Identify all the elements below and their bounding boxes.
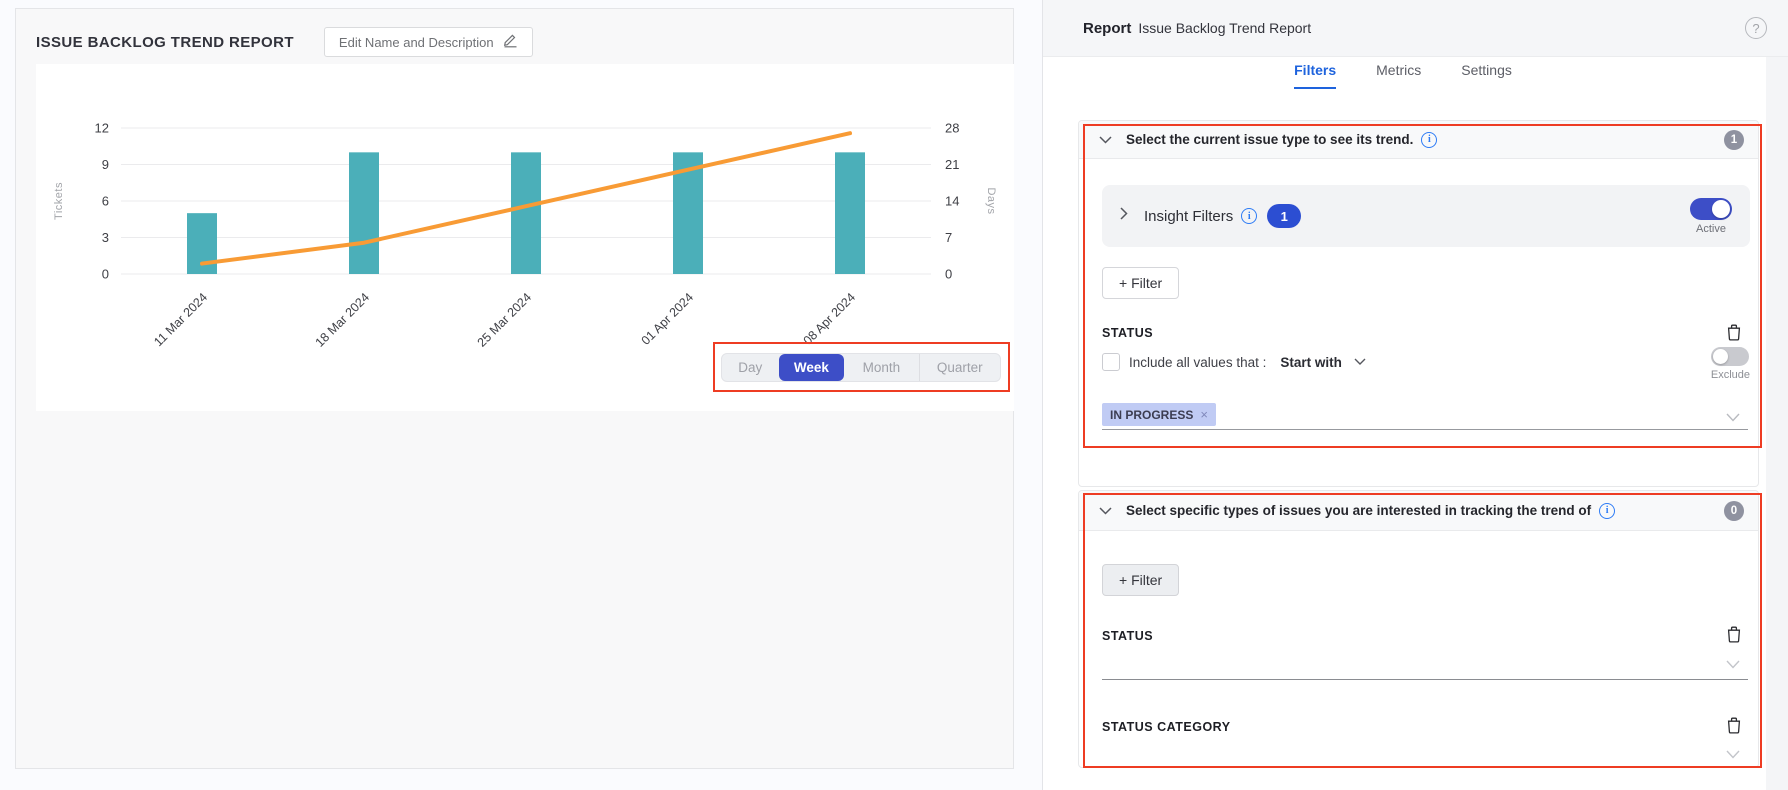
report-card: ISSUE BACKLOG TREND REPORT Edit Name and…: [15, 8, 1014, 769]
tab-settings[interactable]: Settings: [1461, 62, 1512, 78]
tab-metrics[interactable]: Metrics: [1376, 62, 1422, 78]
help-icon[interactable]: [1745, 17, 1767, 39]
operator-value[interactable]: Start with: [1280, 354, 1342, 370]
operator-chevron-down-icon[interactable]: [1354, 353, 1366, 371]
section-1-title: Select the current issue type to see its…: [1126, 132, 1414, 147]
svg-text:0: 0: [102, 267, 109, 282]
svg-text:Tickets: Tickets: [53, 182, 65, 220]
svg-text:6: 6: [102, 194, 109, 209]
insight-filters-count-badge: 1: [1267, 204, 1302, 228]
page-title: ISSUE BACKLOG TREND REPORT: [36, 33, 294, 51]
chip-close-icon[interactable]: [1200, 407, 1208, 422]
include-all-values-label: Include all values that :: [1129, 354, 1267, 370]
svg-text:25 Mar 2024: 25 Mar 2024: [475, 290, 535, 350]
status-category-field-label: STATUS CATEGORY: [1102, 720, 1231, 734]
status-category-select-chevron-down-icon[interactable]: [1726, 746, 1740, 764]
period-option-month[interactable]: Month: [862, 360, 901, 375]
exclude-toggle[interactable]: [1711, 347, 1750, 366]
add-filter-button[interactable]: + Filter: [1102, 267, 1180, 299]
svg-text:3: 3: [102, 230, 109, 245]
status-select-underline: [1102, 679, 1748, 680]
chevron-down-icon[interactable]: [1099, 502, 1112, 520]
panel-header-report-name: Issue Backlog Trend Report: [1138, 20, 1312, 36]
trend-chart: 0 0 3 7 6 14 9 21 12 28 11 Mar 2024 18 Mar 2024 25 M…: [36, 64, 1014, 411]
status-value-chip: IN PROGRESS: [1102, 403, 1216, 426]
insight-filters-label: Insight Filters: [1144, 207, 1234, 225]
trash-icon[interactable]: [1726, 323, 1744, 341]
info-icon[interactable]: [1599, 502, 1616, 519]
info-icon[interactable]: [1421, 131, 1438, 148]
svg-text:18 Mar 2024: 18 Mar 2024: [313, 290, 373, 350]
chart-canvas: 0 0 3 7 6 14 9 21 12 28 11 Mar 2024 18 Mar 2024 25 M…: [53, 121, 997, 350]
pencil-icon: [503, 33, 518, 51]
scrollbar-track[interactable]: [1766, 57, 1788, 790]
panel-header-label: Report: [1083, 19, 1132, 37]
svg-text:11 Mar 2024: 11 Mar 2024: [151, 290, 210, 349]
report-card-header: ISSUE BACKLOG TREND REPORT Edit Name and…: [36, 27, 533, 57]
svg-text:08 Apr 2024: 08 Apr 2024: [801, 290, 859, 348]
trash-icon[interactable]: [1726, 625, 1744, 643]
period-option-quarter[interactable]: Quarter: [918, 354, 1000, 381]
report-config-panel: Report Issue Backlog Trend Report Filter…: [1042, 0, 1788, 790]
period-option-day[interactable]: Day: [738, 360, 763, 375]
trash-icon[interactable]: [1726, 716, 1744, 734]
section-2-count-badge: 0: [1724, 500, 1744, 521]
status-select-underline: [1102, 429, 1748, 430]
section-specific-issue-types: Select specific types of issues you are …: [1078, 490, 1759, 768]
svg-text:21: 21: [945, 157, 959, 172]
info-icon[interactable]: [1241, 208, 1258, 224]
svg-text:7: 7: [945, 230, 952, 245]
section-current-issue-type: Select the current issue type to see its…: [1078, 120, 1759, 487]
insight-filters-active-toggle[interactable]: [1690, 197, 1732, 220]
status-select-chevron-down-icon[interactable]: [1726, 409, 1740, 427]
svg-text:0: 0: [945, 267, 952, 282]
status-select-chevron-down-icon[interactable]: [1726, 656, 1740, 674]
status-field-label: STATUS: [1102, 326, 1154, 340]
svg-text:28: 28: [945, 121, 959, 136]
svg-text:12: 12: [95, 121, 109, 136]
panel-tabs: Filters Metrics Settings: [1043, 62, 1763, 89]
chevron-right-icon[interactable]: [1120, 207, 1128, 225]
section-2-header[interactable]: Select specific types of issues you are …: [1079, 491, 1758, 531]
include-all-values-row: Include all values that : Start with: [1102, 353, 1366, 371]
status-field-label: STATUS: [1102, 629, 1154, 643]
section-1-header[interactable]: Select the current issue type to see its…: [1079, 121, 1758, 159]
svg-text:14: 14: [945, 194, 959, 209]
svg-text:Days: Days: [985, 187, 997, 214]
svg-text:9: 9: [102, 157, 109, 172]
chip-label: IN PROGRESS: [1110, 407, 1194, 422]
add-filter-button[interactable]: + Filter: [1102, 564, 1180, 596]
active-toggle-label: Active: [1696, 222, 1726, 235]
exclude-toggle-label: Exclude: [1710, 369, 1750, 381]
chevron-down-icon[interactable]: [1099, 131, 1112, 149]
svg-text:01 Apr 2024: 01 Apr 2024: [639, 290, 697, 348]
tab-filters[interactable]: Filters: [1294, 62, 1337, 89]
edit-button-label: Edit Name and Description: [338, 34, 494, 50]
insight-filters-row[interactable]: Insight Filters 1 Active: [1102, 185, 1750, 247]
edit-name-description-button[interactable]: Edit Name and Description: [323, 27, 533, 57]
include-all-values-checkbox[interactable]: [1102, 353, 1120, 371]
panel-header: Report Issue Backlog Trend Report: [1043, 0, 1788, 57]
section-2-title: Select specific types of issues you are …: [1126, 503, 1592, 518]
period-option-week[interactable]: Week: [778, 354, 845, 381]
section-1-count-badge: 1: [1724, 129, 1744, 150]
period-toggle: Day Week Month Quarter: [721, 353, 1001, 382]
